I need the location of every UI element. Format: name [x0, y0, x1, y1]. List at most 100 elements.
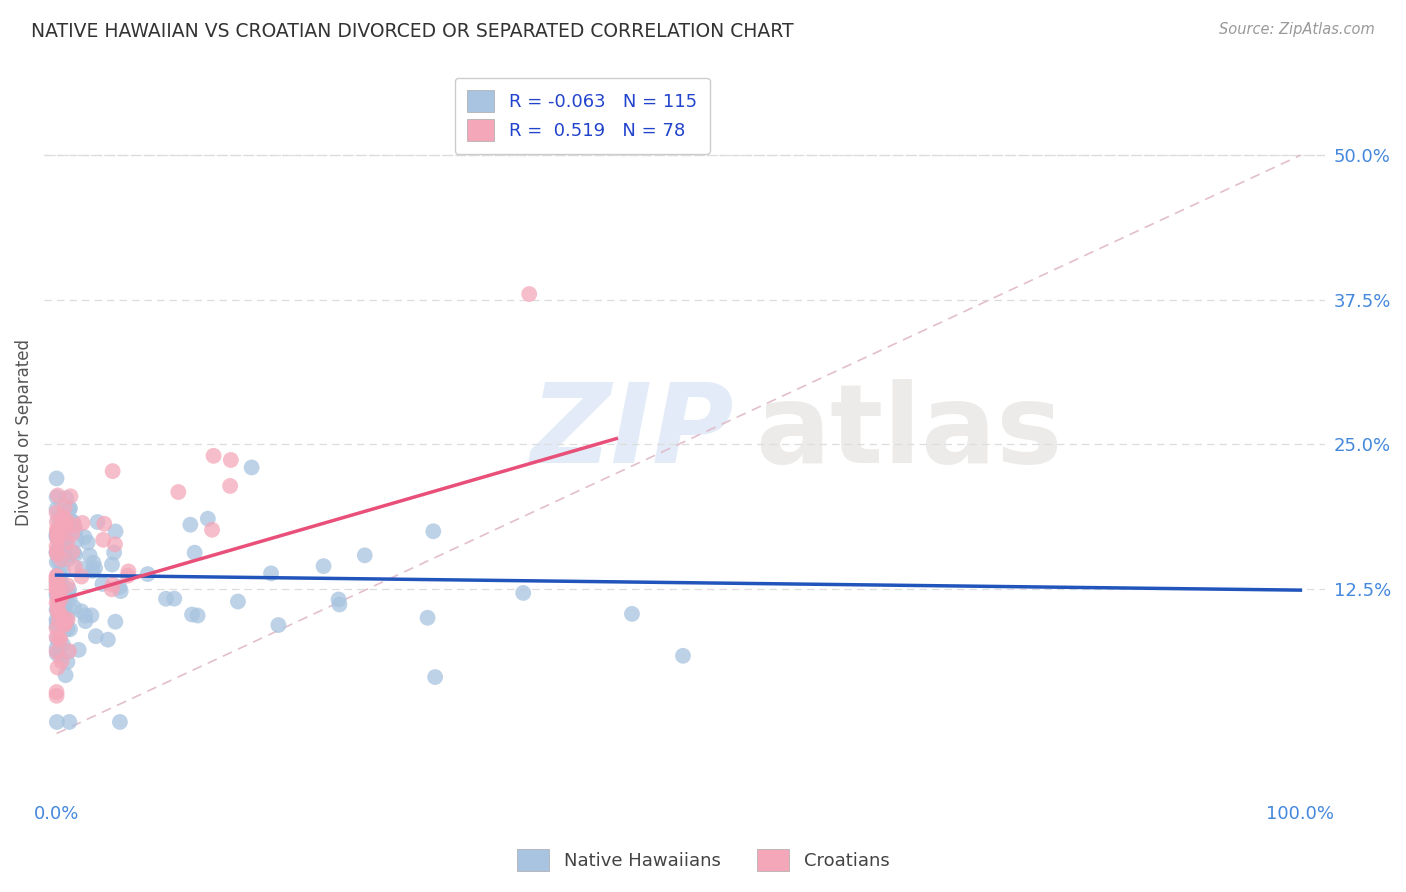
Point [108, 714, 131, 729]
Point [53, 530, 76, 544]
Point [240, 460, 263, 475]
Point [45, 630, 67, 644]
Point [46, 598, 69, 612]
Point [53, 589, 76, 603]
Point [55, 668, 77, 682]
Point [48, 554, 70, 568]
Point [101, 464, 124, 478]
Point [55, 616, 77, 631]
Point [46, 645, 69, 659]
Point [45, 689, 67, 703]
Point [416, 611, 439, 625]
Point [46, 547, 69, 561]
Point [82, 564, 104, 578]
Point [46, 582, 69, 596]
Point [60, 545, 83, 559]
Point [56, 608, 79, 623]
Point [58, 502, 80, 516]
Point [45, 587, 67, 601]
Point [56, 552, 79, 566]
Point [46, 590, 69, 604]
Point [45, 582, 67, 596]
Point [163, 591, 186, 606]
Point [46, 590, 69, 604]
Point [45, 621, 67, 635]
Point [104, 524, 127, 539]
Point [55, 520, 77, 534]
Point [62, 545, 84, 559]
Point [56, 645, 79, 659]
Point [52, 638, 75, 652]
Point [328, 592, 350, 607]
Point [197, 511, 219, 525]
Point [91, 577, 114, 591]
Point [63, 548, 86, 562]
Point [70, 569, 93, 583]
Point [60, 526, 83, 541]
Point [53, 541, 76, 555]
Point [53, 617, 76, 632]
Point [58, 582, 80, 597]
Point [45, 619, 67, 633]
Point [620, 607, 643, 621]
Point [48, 592, 70, 607]
Legend: Native Hawaiians, Croatians: Native Hawaiians, Croatians [509, 842, 897, 879]
Point [45, 583, 67, 598]
Point [183, 546, 205, 560]
Point [72, 516, 94, 530]
Point [422, 524, 444, 539]
Point [56, 535, 79, 549]
Point [108, 580, 131, 594]
Point [62, 515, 84, 529]
Point [267, 618, 290, 632]
Point [45, 502, 67, 516]
Point [46, 570, 69, 584]
Point [136, 567, 159, 582]
Point [46, 632, 69, 646]
Text: NATIVE HAWAIIAN VS CROATIAN DIVORCED OR SEPARATED CORRELATION CHART: NATIVE HAWAIIAN VS CROATIAN DIVORCED OR … [31, 22, 793, 41]
Point [53, 549, 76, 563]
Point [55, 513, 77, 527]
Point [423, 670, 446, 684]
Point [512, 586, 534, 600]
Point [672, 648, 695, 663]
Point [45, 545, 67, 559]
Point [226, 594, 249, 608]
Point [59, 593, 82, 607]
Point [46, 604, 69, 618]
Point [60, 515, 83, 529]
Point [67, 643, 90, 657]
Point [52, 565, 75, 579]
Point [48, 632, 70, 647]
Point [84, 629, 107, 643]
Point [84, 561, 107, 575]
Point [46, 660, 69, 674]
Point [219, 479, 242, 493]
Point [45, 506, 67, 520]
Point [45, 526, 67, 541]
Point [46, 574, 69, 589]
Point [187, 608, 209, 623]
Point [53, 500, 76, 514]
Point [45, 573, 67, 587]
Point [58, 519, 80, 533]
Point [58, 644, 80, 658]
Point [101, 577, 124, 591]
Point [48, 591, 70, 605]
Point [53, 533, 76, 547]
Point [328, 598, 350, 612]
Point [48, 607, 70, 621]
Point [517, 287, 540, 301]
Point [201, 523, 224, 537]
Point [56, 613, 79, 627]
Point [155, 591, 177, 606]
Point [104, 615, 127, 629]
Point [45, 578, 67, 592]
Point [75, 614, 97, 628]
Point [51, 515, 73, 529]
Point [66, 533, 89, 547]
Point [45, 645, 67, 659]
Point [45, 539, 67, 553]
Point [48, 511, 70, 525]
Point [53, 614, 76, 628]
